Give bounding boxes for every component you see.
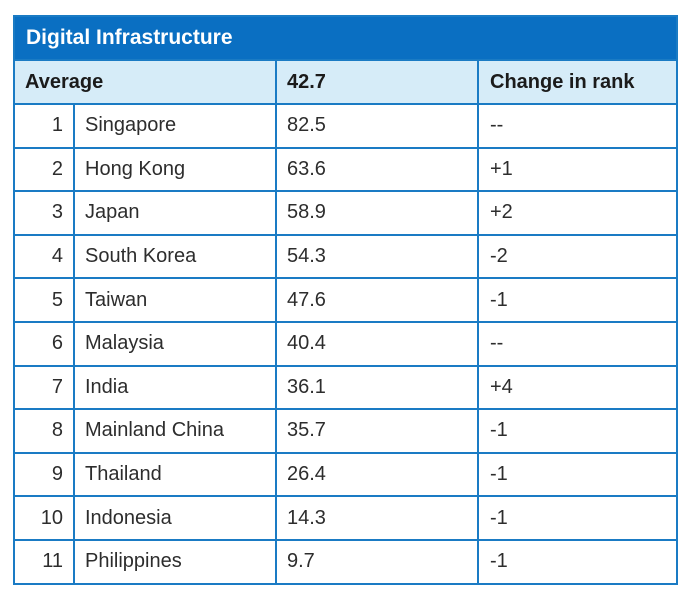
- table-row: 3 Japan 58.9 +2: [15, 190, 676, 234]
- change-in-rank-header: Change in rank: [490, 70, 635, 93]
- change-cell: -1: [490, 288, 508, 311]
- table-row: 9 Thailand 26.4 -1: [15, 451, 676, 496]
- table-row: 5 Taiwan 47.6 -1: [15, 277, 676, 321]
- score-cell: 47.6: [277, 279, 479, 321]
- rank-cell: 10: [15, 497, 75, 539]
- table-row: 4 South Korea 54.3 -2: [15, 233, 676, 278]
- name-cell: 3 Japan: [15, 192, 277, 234]
- table-header-row: Average 42.7 Change in rank: [15, 59, 676, 103]
- name-cell: 8 Mainland China: [15, 410, 277, 452]
- name-cell: 6 Malaysia: [15, 322, 277, 365]
- table-row: 6 Malaysia 40.4 --: [15, 320, 676, 365]
- score-cell: 54.3: [277, 235, 479, 278]
- change-cell: --: [490, 114, 504, 137]
- score-cell: 35.7: [277, 410, 479, 452]
- change-cell: +2: [490, 201, 513, 224]
- score-cell: 26.4: [277, 453, 479, 496]
- table-row: 7 India 36.1 +4: [15, 364, 676, 409]
- rank-cell: 4: [15, 235, 75, 278]
- table-title: Digital Infrastructure: [15, 17, 676, 59]
- table-body: 1 Singapore 82.5 -- 2 Hong Kong 63.6 +1 3 Japan 58…: [15, 103, 676, 583]
- table-row: 2 Hong Kong 63.6 +1: [15, 146, 676, 191]
- change-cell: -1: [490, 550, 508, 573]
- country-cell: Mainland China: [85, 419, 224, 442]
- score-cell: 82.5: [277, 105, 479, 147]
- name-cell: 10 Indonesia: [15, 497, 277, 539]
- rank-cell: 2: [15, 148, 75, 191]
- rank-cell: 8: [15, 410, 75, 452]
- change-cell: -2: [490, 245, 508, 268]
- country-cell: Indonesia: [85, 506, 172, 529]
- score-cell: 9.7: [277, 540, 479, 583]
- table-row: 11 Philippines 9.7 -1: [15, 538, 676, 583]
- country-cell: South Korea: [85, 245, 197, 268]
- change-cell: +1: [490, 157, 513, 180]
- score-cell: 58.9: [277, 192, 479, 234]
- country-cell: India: [85, 375, 129, 398]
- rank-cell: 11: [15, 540, 75, 583]
- average-value: 42.7: [277, 61, 479, 103]
- rank-cell: 1: [15, 105, 75, 147]
- change-cell: -1: [490, 506, 508, 529]
- score-cell: 40.4: [277, 322, 479, 365]
- name-cell: 5 Taiwan: [15, 279, 277, 321]
- change-cell: -1: [490, 419, 508, 442]
- change-cell: --: [490, 332, 504, 355]
- name-cell: 7 India: [15, 366, 277, 409]
- country-cell: Taiwan: [85, 288, 148, 311]
- country-cell: Malaysia: [85, 332, 164, 355]
- table-row: 10 Indonesia 14.3 -1: [15, 495, 676, 539]
- table-row: 8 Mainland China 35.7 -1: [15, 408, 676, 452]
- country-cell: Japan: [85, 201, 140, 224]
- change-cell: +4: [490, 375, 513, 398]
- name-cell: 1 Singapore: [15, 105, 277, 147]
- rank-cell: 3: [15, 192, 75, 234]
- rank-cell: 7: [15, 366, 75, 409]
- change-cell: -1: [490, 463, 508, 486]
- score-cell: 63.6: [277, 148, 479, 191]
- name-cell: 9 Thailand: [15, 453, 277, 496]
- ranking-table: Digital Infrastructure Average 42.7 Chan…: [13, 15, 678, 585]
- average-label: Average: [15, 61, 277, 103]
- score-cell: 36.1: [277, 366, 479, 409]
- name-cell: 11 Philippines: [15, 540, 277, 583]
- rank-cell: 6: [15, 322, 75, 365]
- country-cell: Singapore: [85, 114, 177, 137]
- name-cell: 2 Hong Kong: [15, 148, 277, 191]
- rank-cell: 9: [15, 453, 75, 496]
- table-row: 1 Singapore 82.5 --: [15, 103, 676, 147]
- country-cell: Philippines: [85, 550, 182, 573]
- country-cell: Hong Kong: [85, 157, 186, 180]
- rank-cell: 5: [15, 279, 75, 321]
- name-cell: 4 South Korea: [15, 235, 277, 278]
- country-cell: Thailand: [85, 463, 162, 486]
- score-cell: 14.3: [277, 497, 479, 539]
